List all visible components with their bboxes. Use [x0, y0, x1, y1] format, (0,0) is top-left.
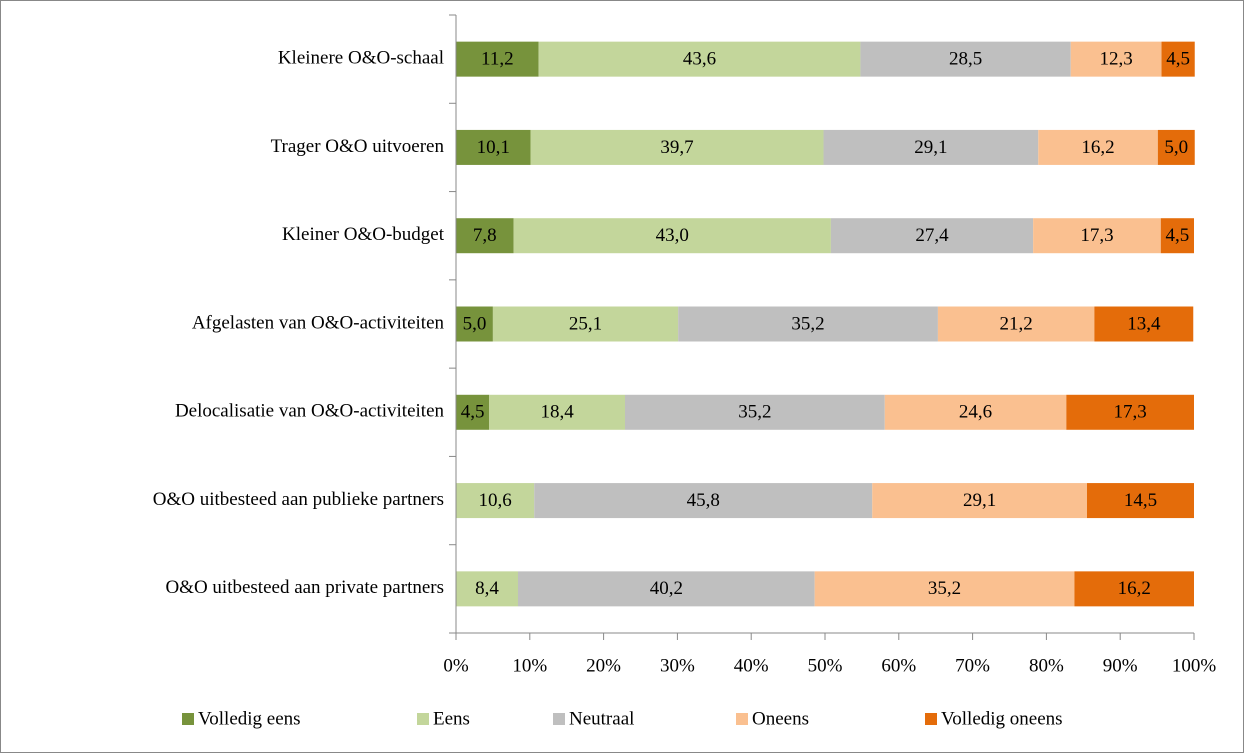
x-tick-label: 80%: [1029, 655, 1064, 676]
bar-segment: [456, 571, 518, 607]
data-label: 39,7: [660, 137, 693, 158]
data-label: 40,2: [650, 578, 683, 599]
data-label: 16,2: [1081, 137, 1114, 158]
data-label: 25,1: [569, 313, 602, 334]
x-tick-label: 10%: [512, 655, 547, 676]
x-tick-label: 60%: [881, 655, 916, 676]
bar-segment: [534, 483, 873, 519]
data-label: 45,8: [687, 490, 720, 511]
data-label: 35,2: [791, 313, 824, 334]
legend-label: Eens: [433, 708, 470, 729]
y-tick-label: Trager O&O uitvoeren: [271, 136, 445, 157]
bar-segment: [456, 218, 514, 254]
legend-swatch: [925, 713, 937, 725]
bar-segment: [872, 483, 1087, 519]
data-label: 10,1: [477, 137, 510, 158]
bar-segment: [823, 129, 1039, 165]
y-tick-label: O&O uitbesteed aan private partners: [165, 577, 444, 598]
bar-segment: [678, 306, 938, 342]
data-label: 14,5: [1124, 490, 1157, 511]
legend-swatch: [182, 713, 194, 725]
bar-segment: [1161, 41, 1195, 77]
x-tick-label: 90%: [1103, 655, 1138, 676]
bar-segment: [625, 394, 885, 430]
bar-segment: [1066, 394, 1194, 430]
data-label: 21,2: [1000, 313, 1033, 334]
legend-swatch: [553, 713, 565, 725]
legend-label: Neutraal: [569, 708, 634, 729]
data-label: 24,6: [959, 402, 992, 423]
x-tick-label: 50%: [808, 655, 843, 676]
data-label: 17,3: [1080, 225, 1113, 246]
data-label: 4,5: [461, 402, 485, 423]
data-label: 35,2: [928, 578, 961, 599]
data-label: 43,6: [683, 49, 716, 70]
bar-segment: [830, 218, 1034, 254]
data-label: 29,1: [963, 490, 996, 511]
y-tick-label: Kleiner O&O-budget: [282, 224, 445, 245]
y-tick-label: Kleinere O&O-schaal: [278, 48, 444, 69]
data-label: 13,4: [1127, 313, 1161, 334]
y-tick-label: Afgelasten van O&O-activiteiten: [192, 312, 445, 333]
bar-segment: [456, 306, 493, 342]
data-label: 10,6: [478, 490, 511, 511]
data-label: 11,2: [481, 49, 514, 70]
legend-label: Volledig oneens: [941, 708, 1063, 729]
bar-segment: [513, 218, 831, 254]
bar-segment: [1160, 218, 1194, 254]
data-label: 43,0: [656, 225, 689, 246]
data-label: 35,2: [738, 402, 771, 423]
data-label: 16,2: [1118, 578, 1151, 599]
bar-segment: [1094, 306, 1194, 342]
x-tick-label: 30%: [660, 655, 695, 676]
bar-segment: [937, 306, 1095, 342]
legend-swatch: [417, 713, 429, 725]
x-tick-label: 20%: [586, 655, 621, 676]
legend-label: Volledig eens: [198, 708, 301, 729]
data-label: 29,1: [914, 137, 947, 158]
data-label: 7,8: [473, 225, 497, 246]
bar-segment: [860, 41, 1071, 77]
bar-segment: [456, 41, 539, 77]
x-tick-label: 100%: [1172, 655, 1217, 676]
bar-segment: [1157, 129, 1195, 165]
bar-segment: [489, 394, 626, 430]
data-label: 28,5: [949, 49, 982, 70]
bar-segment: [1070, 41, 1162, 77]
legend-swatch: [736, 713, 748, 725]
bar-segment: [814, 571, 1075, 607]
bar-segment: [517, 571, 815, 607]
bar-segment: [1038, 129, 1158, 165]
data-label: 5,0: [463, 313, 487, 334]
data-label: 4,5: [1166, 49, 1190, 70]
bar-segment: [538, 41, 861, 77]
bar-segment: [530, 129, 824, 165]
bar-segment: [492, 306, 679, 342]
bar-segment: [1086, 483, 1194, 519]
data-label: 27,4: [915, 225, 949, 246]
bar-segment: [456, 129, 531, 165]
data-label: 4,5: [1166, 225, 1190, 246]
x-tick-label: 0%: [443, 655, 469, 676]
y-tick-label: Delocalisatie van O&O-activiteiten: [175, 401, 445, 422]
data-label: 18,4: [540, 402, 574, 423]
x-tick-label: 40%: [734, 655, 769, 676]
bar-segment: [1033, 218, 1161, 254]
legend-label: Oneens: [752, 708, 809, 729]
bar-segment: [884, 394, 1067, 430]
bar-segment: [1074, 571, 1194, 607]
data-label: 8,4: [475, 578, 499, 599]
data-label: 12,3: [1100, 49, 1133, 70]
data-label: 5,0: [1164, 137, 1188, 158]
bar-segment: [456, 394, 490, 430]
data-label: 17,3: [1114, 402, 1147, 423]
x-tick-label: 70%: [955, 655, 990, 676]
y-tick-label: O&O uitbesteed aan publieke partners: [153, 489, 444, 510]
bar-segment: [456, 483, 535, 519]
